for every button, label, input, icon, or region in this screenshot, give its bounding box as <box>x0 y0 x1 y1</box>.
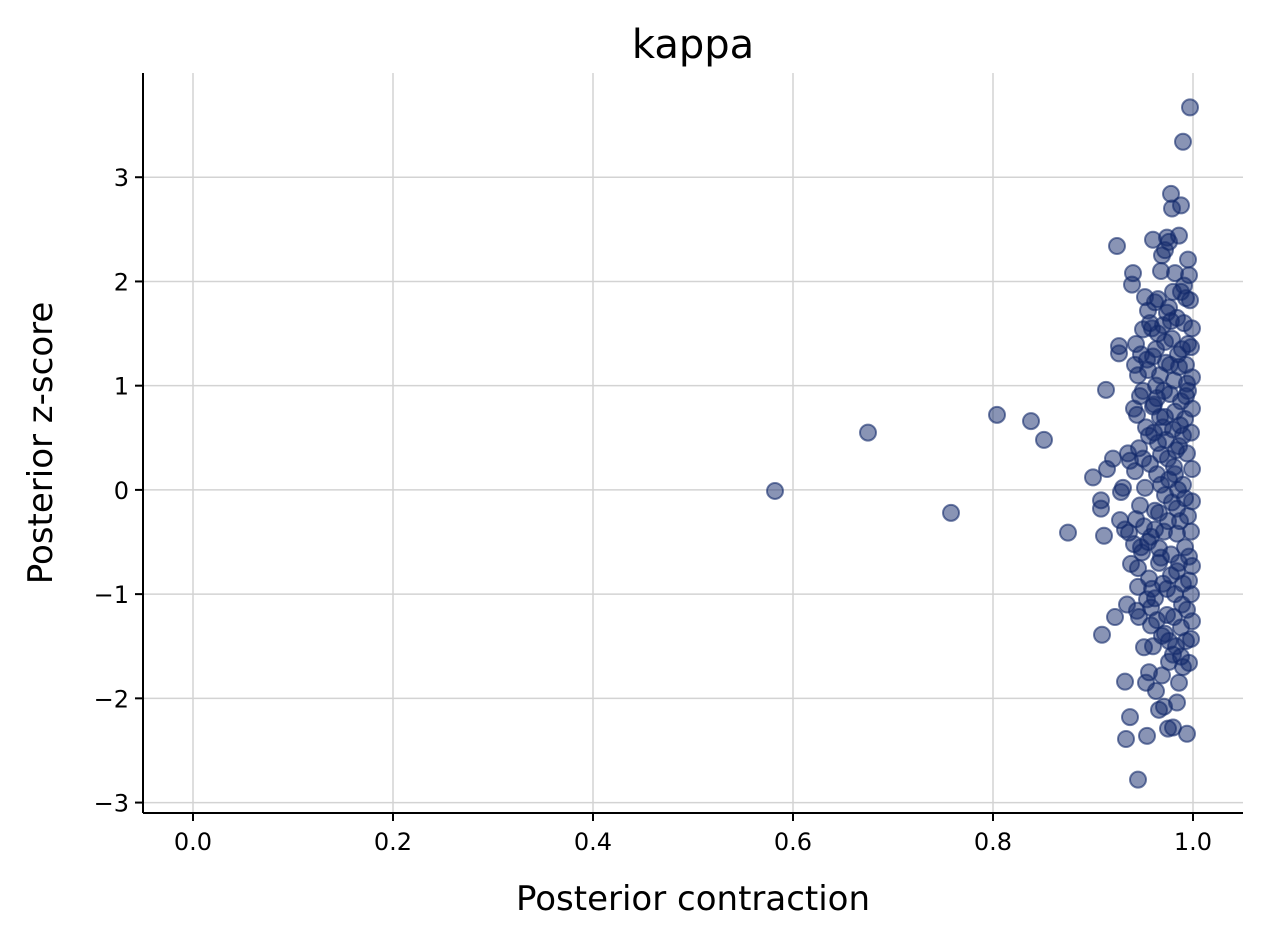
scatter-point <box>1126 462 1144 481</box>
scatter-point <box>988 405 1006 424</box>
x-tick-label: 0.8 <box>974 828 1012 856</box>
scatter-point <box>1110 344 1128 363</box>
scatter-point <box>1178 600 1196 619</box>
scatter-point <box>1146 520 1164 539</box>
scatter-point <box>1177 387 1195 406</box>
grid-lines <box>143 73 1243 813</box>
scatter-point <box>1151 407 1169 426</box>
scatter-point <box>1117 730 1135 748</box>
y-tick-label: −3 <box>94 790 129 818</box>
scatter-point <box>766 481 784 500</box>
y-tick-label: 3 <box>114 164 129 192</box>
scatter-point <box>1129 559 1147 578</box>
scatter-point <box>1166 585 1184 604</box>
scatter-point <box>1168 693 1186 712</box>
scatter-point <box>1084 468 1102 487</box>
x-tick-label: 0.6 <box>774 828 812 856</box>
scatter-point <box>1165 457 1183 476</box>
scatter-point <box>1152 445 1170 464</box>
scatter-point <box>1172 618 1190 637</box>
scatter-point <box>1022 412 1040 431</box>
x-tick-label: 0.4 <box>574 828 612 856</box>
x-tick-label: 0.2 <box>374 828 412 856</box>
scatter-point <box>1128 405 1146 424</box>
y-tick-label: −1 <box>94 581 129 609</box>
scatter-point <box>1130 608 1148 627</box>
scatter-points <box>766 98 1201 789</box>
x-axis-title: Posterior contraction <box>516 879 870 919</box>
scatter-point <box>859 423 877 442</box>
scatter-point <box>1148 465 1166 484</box>
scatter-point <box>1059 523 1077 542</box>
x-axis-ticks: 0.0 0.2 0.4 0.6 0.8 1.0 <box>174 813 1212 856</box>
scatter-point <box>1142 616 1160 635</box>
scatter-point <box>1178 724 1196 743</box>
scatter-point <box>1116 672 1134 691</box>
scatter-point <box>1181 98 1199 117</box>
scatter-point <box>1138 350 1156 369</box>
scatter-point <box>1164 282 1182 301</box>
scatter-point <box>1161 355 1179 374</box>
scatter-point <box>1152 548 1170 567</box>
scatter-point <box>1129 770 1147 789</box>
scatter-point <box>1158 605 1176 624</box>
scatter-point <box>1172 647 1190 666</box>
scatter-point <box>1158 303 1176 322</box>
scatter-point <box>1097 380 1115 399</box>
scatter-point <box>1147 682 1165 701</box>
scatter-point <box>1129 366 1147 385</box>
scatter-point <box>1162 566 1180 585</box>
x-tick-label: 0.0 <box>174 828 212 856</box>
scatter-point <box>1179 250 1197 269</box>
scatter-point <box>1114 478 1132 497</box>
scatter-point <box>1171 416 1189 435</box>
scatter-point <box>1150 503 1168 522</box>
axes <box>142 73 1243 814</box>
scatter-point <box>1134 449 1152 468</box>
y-tick-label: −2 <box>94 685 129 713</box>
scatter-point <box>1106 608 1124 627</box>
y-tick-label: 0 <box>114 477 129 505</box>
scatter-point <box>1140 663 1158 682</box>
scatter-point <box>1168 524 1186 543</box>
y-tick-label: 1 <box>114 373 129 401</box>
scatter-point <box>1168 499 1186 518</box>
scatter-point <box>1138 726 1156 745</box>
scatter-point <box>1145 423 1163 442</box>
scatter-point <box>1127 510 1145 529</box>
scatter-point <box>1170 553 1188 572</box>
scatter-point <box>1170 673 1188 692</box>
scatter-point <box>942 503 960 522</box>
y-axis-ticks: −3 −2 −1 0 1 2 3 <box>94 164 143 818</box>
scatter-point <box>1173 340 1191 359</box>
scatter-point <box>1180 266 1198 285</box>
chart-title: kappa <box>632 22 754 68</box>
scatter-point <box>1121 708 1139 727</box>
scatter-point <box>1174 132 1192 151</box>
scatter-point <box>1124 264 1142 283</box>
y-axis-title: Posterior z-score <box>21 302 61 585</box>
x-tick-label: 1.0 <box>1174 828 1212 856</box>
scatter-point <box>1136 478 1154 497</box>
scatter-point <box>1092 499 1110 518</box>
scatter-point <box>1160 632 1178 651</box>
scatter-point <box>1035 430 1053 449</box>
scatter-point <box>1108 237 1126 256</box>
scatter-point <box>1183 460 1201 479</box>
scatter-point <box>1155 381 1173 400</box>
scatter-point <box>1170 226 1188 245</box>
scatter-point <box>1156 486 1174 505</box>
scatter-point <box>1141 314 1159 333</box>
y-tick-label: 2 <box>114 268 129 296</box>
scatter-point <box>1143 579 1161 598</box>
scatter-point <box>1104 449 1122 468</box>
scatter-point <box>1172 196 1190 215</box>
scatter-point <box>1093 625 1111 644</box>
scatter-point <box>1095 526 1113 545</box>
